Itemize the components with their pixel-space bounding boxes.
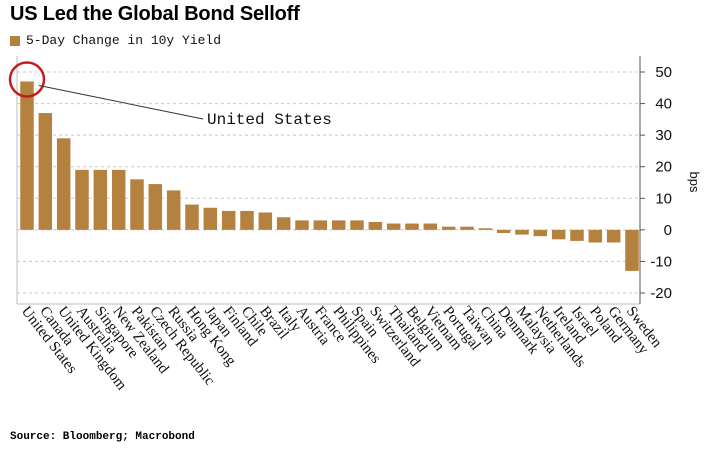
bar <box>496 229 511 234</box>
y-tick-label: 10 <box>655 190 672 207</box>
bar <box>148 184 163 230</box>
y-tick-label: -10 <box>650 253 672 270</box>
bar <box>533 229 548 237</box>
bar <box>276 217 291 230</box>
bar <box>386 223 401 230</box>
bar <box>203 207 218 230</box>
legend-label: 5-Day Change in 10y Yield <box>26 33 222 48</box>
bar <box>185 204 199 230</box>
bar <box>368 221 383 230</box>
y-tick-label: 0 <box>664 222 672 239</box>
bars <box>20 81 639 271</box>
chart-title: US Led the Global Bond Selloff <box>10 3 300 25</box>
bar <box>240 210 254 230</box>
legend-swatch <box>10 35 20 46</box>
bar <box>570 229 584 241</box>
legend: 5-Day Change in 10y Yield <box>10 33 221 48</box>
bar <box>20 81 34 230</box>
bar <box>625 229 639 271</box>
bar <box>38 113 53 230</box>
y-tick-label: 50 <box>655 64 672 81</box>
bar <box>350 220 364 230</box>
bar <box>405 223 419 230</box>
bar <box>111 169 126 230</box>
bar <box>130 179 144 230</box>
annotation: United States <box>8 61 332 129</box>
y-tick-label: 20 <box>655 159 672 176</box>
bar <box>75 169 89 230</box>
annotation-label: United States <box>207 111 332 129</box>
bar <box>460 226 474 230</box>
bar <box>441 226 456 230</box>
bar <box>478 228 493 230</box>
y-tick-label: 30 <box>655 127 672 144</box>
bar <box>56 138 71 230</box>
bar <box>423 223 438 230</box>
bar <box>313 220 328 230</box>
bar <box>221 210 236 230</box>
annotation-circle <box>8 61 46 98</box>
bar <box>93 169 108 230</box>
bar <box>295 220 309 230</box>
y-axis: 50 40 30 20 10 0 -10 -20 bps <box>640 64 702 302</box>
bar <box>588 229 603 243</box>
y-axis-title: bps <box>687 172 702 193</box>
bar <box>258 212 273 230</box>
annotation-leader-line <box>38 84 204 120</box>
gridlines <box>16 56 641 305</box>
bar <box>606 229 621 243</box>
bar <box>551 229 566 240</box>
bar <box>166 190 181 230</box>
y-tick-label: 40 <box>655 96 672 113</box>
bar <box>331 220 346 230</box>
y-tick-label: -20 <box>650 285 672 302</box>
bar <box>515 229 529 235</box>
source-note: Source: Bloomberg; Macrobond <box>10 431 195 443</box>
